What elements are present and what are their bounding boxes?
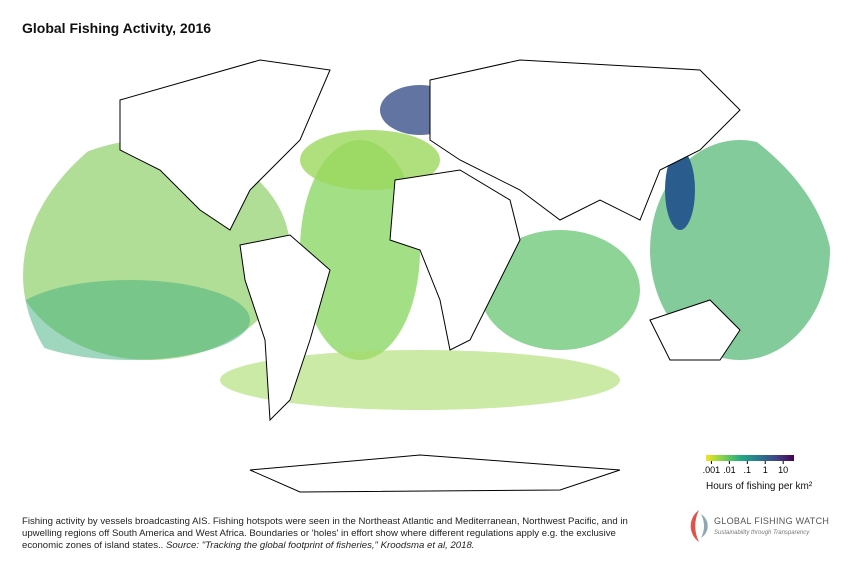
legend-tick-label: 10	[778, 465, 788, 475]
legend-tick-label: 1	[763, 465, 768, 475]
caption-source: Source: "Tracking the global footprint o…	[166, 540, 475, 551]
logo-name: GLOBAL FISHING WATCH	[714, 516, 830, 526]
legend-tick-label: .1	[744, 465, 752, 475]
legend-tick-label: .01	[723, 465, 736, 475]
logo-tagline: Sustainability through Transparency	[714, 530, 810, 536]
legend: .001.01 .1 1 10	[703, 455, 794, 475]
logo-icon	[690, 510, 708, 542]
map: .001.01 .1 1 10	[23, 59, 830, 493]
legend-title: Hours of fishing per km²	[706, 481, 813, 492]
legend-tick-label: .001	[703, 465, 721, 475]
caption: Fishing activity by vessels broadcasting…	[22, 516, 642, 552]
title: Global Fishing Activity, 2016	[22, 20, 212, 36]
land	[119, 59, 741, 493]
legend-bar	[706, 455, 794, 461]
caption-text: Fishing activity by vessels broadcasting…	[22, 516, 628, 551]
